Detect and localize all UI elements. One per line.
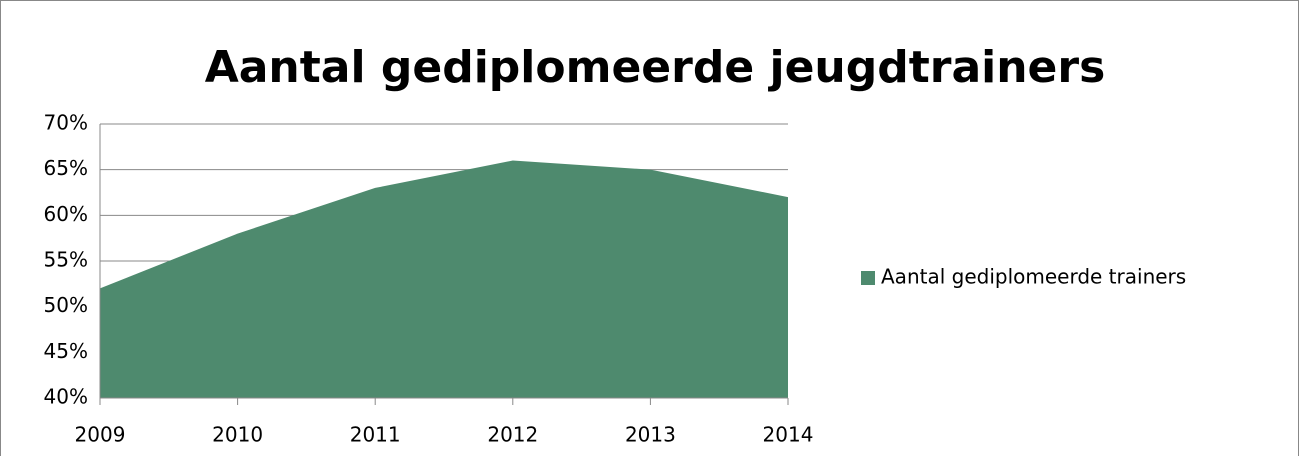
- x-tick-label: 2013: [625, 423, 676, 447]
- y-tick-label: 40%: [44, 385, 88, 409]
- area: [100, 160, 788, 398]
- y-tick-label: 65%: [44, 156, 88, 180]
- chart-title: Aantal gediplomeerde jeugdtrainers: [205, 42, 1106, 93]
- y-tick-label: 70%: [44, 111, 88, 135]
- legend-swatch: [861, 271, 875, 285]
- x-tick-label: 2011: [350, 423, 401, 447]
- x-tick-label: 2009: [75, 423, 126, 447]
- y-tick-label: 60%: [44, 202, 88, 226]
- y-tick-label: 50%: [44, 293, 88, 317]
- x-tick-label: 2014: [763, 423, 814, 447]
- x-tick-label: 2010: [212, 423, 263, 447]
- x-tick-label: 2012: [487, 423, 538, 447]
- legend-label: Aantal gediplomeerde trainers: [881, 265, 1186, 289]
- y-tick-label: 55%: [44, 248, 88, 272]
- y-tick-label: 45%: [44, 339, 88, 363]
